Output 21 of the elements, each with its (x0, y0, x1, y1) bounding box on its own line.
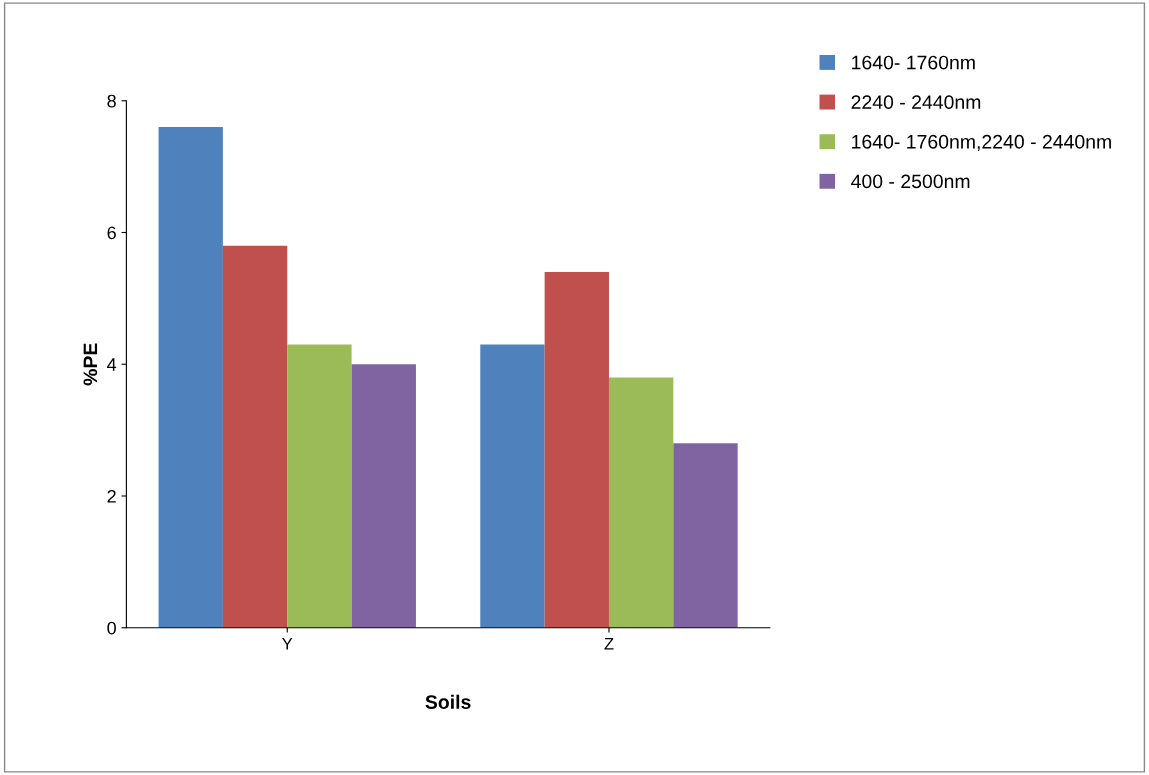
bar (608, 377, 674, 628)
bar (544, 272, 609, 628)
bar (673, 443, 738, 628)
y-axis-title: %PE (83, 343, 98, 386)
legend-label: 400 - 2500nm (851, 174, 970, 189)
y-tick-label: 0 (107, 621, 116, 635)
bar (222, 245, 288, 628)
legend-label: 2240 - 2440nm (851, 95, 981, 110)
y-tick-label: 6 (107, 226, 116, 240)
legend-label: 1640- 1760nm (852, 55, 975, 70)
x-tick-label: Z (604, 638, 614, 650)
y-tick-label: 2 (107, 489, 116, 503)
y-tick-label: 8 (107, 94, 116, 108)
y-tick-label: 4 (107, 358, 117, 371)
x-tick-label: Y (282, 638, 293, 650)
legend-label: 1640- 1760nm,2240 - 2440nm (852, 134, 1111, 151)
bar (287, 344, 352, 628)
bar (158, 127, 223, 628)
bar (480, 344, 545, 628)
x-axis-title: Soils (425, 694, 471, 709)
bar (351, 364, 416, 628)
